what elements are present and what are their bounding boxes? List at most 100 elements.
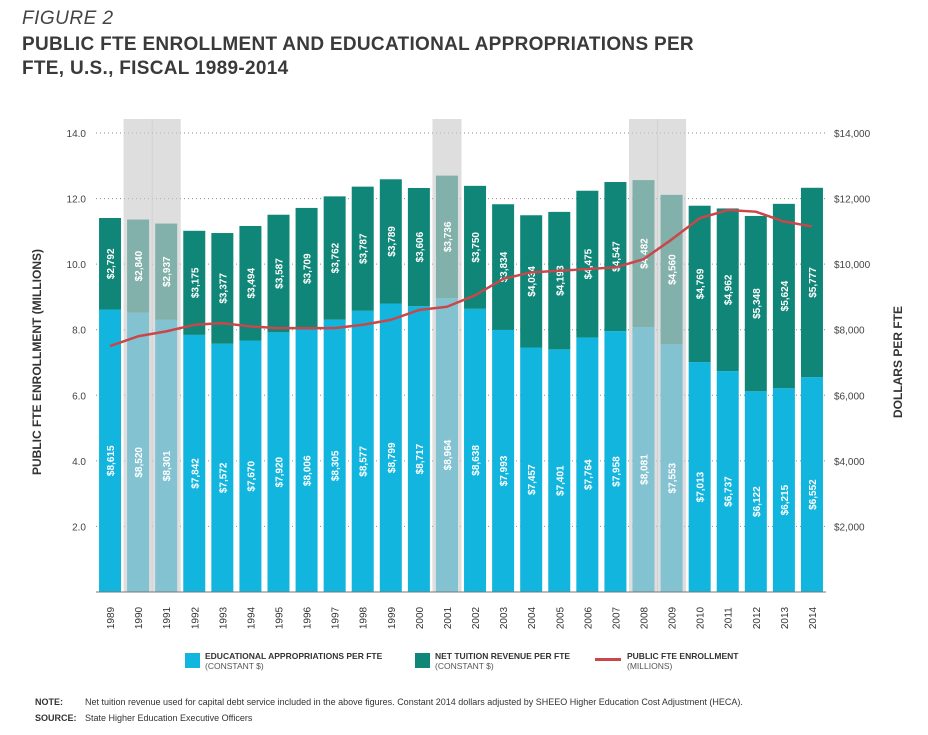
bar-appropriations	[239, 340, 262, 592]
data-label-appropriations: $8,520	[134, 447, 145, 478]
data-label-tuition: $3,606	[415, 231, 426, 262]
data-label-tuition: $4,560	[668, 254, 679, 285]
legend-appropriations: EDUCATIONAL APPROPRIATIONS PER FTE (CONS…	[185, 651, 385, 671]
x-tick-label: 2000	[415, 606, 426, 629]
data-label-appropriations: $8,301	[162, 450, 173, 481]
x-tick-label: 1999	[387, 606, 398, 629]
bar-tuition	[800, 187, 823, 378]
data-label-appropriations: $7,920	[275, 456, 286, 487]
x-tick-label: 2013	[780, 606, 791, 629]
bar-appropriations	[716, 371, 739, 592]
data-label-appropriations: $7,842	[190, 458, 201, 489]
bar-appropriations	[407, 306, 430, 592]
data-label-appropriations: $6,552	[808, 479, 819, 510]
note-label: NOTE:	[35, 697, 63, 707]
bar-appropriations	[295, 329, 318, 592]
bar-appropriations	[520, 347, 543, 592]
data-label-appropriations: $8,577	[359, 446, 370, 477]
data-label-appropriations: $7,993	[499, 455, 510, 486]
x-tick-label: 1992	[190, 606, 201, 629]
data-label-tuition: $4,962	[724, 274, 735, 305]
x-tick-label: 2004	[527, 606, 538, 629]
bar-appropriations	[744, 391, 767, 592]
bar-appropriations	[183, 334, 206, 592]
bar-appropriations	[548, 349, 571, 592]
x-tick-label: 2009	[668, 606, 679, 629]
bar-tuition	[99, 218, 122, 310]
chart-title: PUBLIC FTE ENROLLMENT AND EDUCATIONAL AP…	[22, 34, 694, 79]
bar-appropriations	[99, 309, 122, 592]
legend-sub-enrollment: (MILLIONS)	[627, 661, 673, 671]
bar-tuition	[604, 182, 627, 332]
legend-sub-tuition: (CONSTANT $)	[435, 661, 494, 671]
legend-sub-appropriations: (CONSTANT $)	[205, 661, 264, 671]
recession-band	[628, 119, 659, 592]
data-label-appropriations: $8,615	[106, 445, 117, 476]
bar-tuition	[744, 215, 767, 392]
legend-enrollment: PUBLIC FTE ENROLLMENT (MILLIONS)	[595, 651, 765, 671]
bar-tuition	[688, 205, 711, 363]
bar-appropriations	[576, 337, 599, 592]
data-label-appropriations: $8,964	[443, 439, 454, 470]
y-tick-label: 4.0	[72, 457, 86, 468]
data-label-appropriations: $7,764	[583, 459, 594, 490]
bar-tuition	[407, 187, 430, 307]
bar-tuition	[351, 186, 374, 311]
data-label-tuition: $5,348	[752, 288, 763, 319]
data-label-tuition: $3,377	[218, 273, 229, 304]
x-tick-label: 2011	[724, 607, 735, 629]
note: NOTE: Net tuition revenue used for capita…	[35, 697, 743, 707]
recession-band	[432, 119, 462, 592]
data-label-tuition: $3,787	[359, 233, 370, 264]
x-tick-label: 1995	[275, 606, 286, 629]
x-tick-label: 2010	[696, 606, 707, 629]
bar-appropriations	[379, 303, 402, 592]
figure-label: FIGURE 2	[22, 8, 114, 29]
y2-tick-label: $10,000	[834, 260, 871, 271]
bar-tuition	[772, 203, 795, 389]
y-axis-title: PUBLIC FTE ENROLLMENT (MILLIONS)	[30, 249, 44, 475]
legend-swatch-enrollment	[595, 658, 621, 661]
y-tick-label: 8.0	[72, 326, 86, 337]
x-tick-label: 1998	[359, 606, 370, 629]
data-label-tuition: $4,547	[611, 241, 622, 272]
data-label-tuition: $3,834	[499, 251, 510, 282]
legend-title-tuition: NET TUITION REVENUE PER FTE	[435, 651, 571, 661]
data-label-appropriations: $8,717	[415, 443, 426, 474]
data-label-tuition: $3,762	[331, 242, 342, 273]
source-text: State Higher Education Executive Officer…	[85, 713, 253, 723]
recession-band	[151, 119, 181, 592]
bar-tuition	[379, 179, 402, 304]
data-label-appropriations: $7,958	[611, 456, 622, 487]
x-tick-label: 2001	[443, 606, 454, 629]
bar-tuition	[464, 185, 487, 309]
data-label-appropriations: $6,215	[780, 484, 791, 515]
bar-appropriations	[323, 319, 346, 592]
bar-tuition	[716, 208, 739, 372]
data-label-tuition: $5,624	[780, 280, 791, 311]
y-tick-label: 12.0	[67, 195, 87, 206]
data-label-tuition: $4,769	[696, 268, 707, 299]
legend-title-appropriations: EDUCATIONAL APPROPRIATIONS PER FTE	[205, 651, 383, 661]
recession-band	[123, 119, 153, 592]
data-label-appropriations: $6,737	[724, 476, 735, 507]
x-tick-label: 1991	[162, 606, 173, 629]
bar-tuition	[323, 196, 346, 320]
y-tick-label: 10.0	[67, 260, 87, 271]
legend-swatch-tuition	[415, 653, 430, 668]
x-tick-label: 2007	[611, 606, 622, 629]
data-label-tuition: $5,777	[808, 267, 819, 298]
data-label-tuition: $2,937	[162, 256, 173, 287]
y2-axis-title: DOLLARS PER FTE	[891, 306, 905, 418]
y2-tick-label: $12,000	[834, 195, 871, 206]
x-tick-label: 2014	[808, 606, 819, 629]
y-tick-label: 6.0	[72, 391, 86, 402]
data-label-appropriations: $8,638	[471, 445, 482, 476]
legend-title-enrollment: PUBLIC FTE ENROLLMENT	[627, 651, 739, 661]
bar-appropriations	[604, 331, 627, 592]
y2-tick-label: $14,000	[834, 129, 871, 140]
data-label-tuition: $3,175	[190, 267, 201, 298]
data-label-appropriations: $7,457	[527, 464, 538, 495]
bar-tuition	[492, 204, 515, 330]
y-tick-label: 14.0	[67, 129, 87, 140]
